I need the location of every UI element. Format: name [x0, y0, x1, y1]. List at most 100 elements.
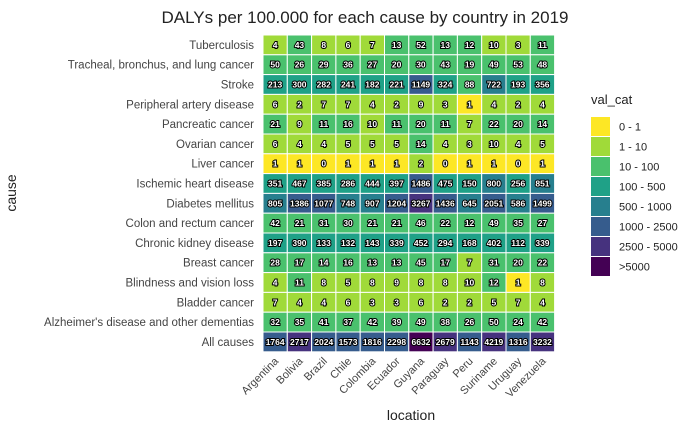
cell-value-label: 132	[341, 238, 355, 248]
cell-value-label: 21	[368, 218, 378, 228]
cell-value-label: 467	[292, 179, 306, 189]
cell-value-label: 20	[392, 60, 402, 70]
cell-value-label: 2	[516, 99, 521, 109]
cell-value-label: 452	[414, 238, 428, 248]
cell-value-label: 10	[489, 40, 499, 50]
cell-value-label: 7	[467, 119, 472, 129]
cell-value-label: 43	[295, 40, 305, 50]
y-tick-label: Tracheal, bronchus, and lung cancer	[68, 60, 254, 72]
cell-value-label: 48	[538, 60, 548, 70]
y-tick-label: All causes	[202, 337, 255, 349]
cell-value-label: 1499	[533, 198, 552, 208]
y-tick-label: Stroke	[221, 80, 254, 92]
cell-value-label: 22	[489, 119, 499, 129]
cell-value-label: 2298	[387, 337, 406, 347]
cell-value-label: 339	[390, 238, 404, 248]
cell-value-label: 475	[438, 179, 452, 189]
cell-value-label: 800	[487, 179, 501, 189]
cell-value-label: 45	[416, 258, 426, 268]
x-tick-label: Bolivia	[274, 355, 306, 387]
cell-value-label: 2717	[290, 337, 309, 347]
cell-value-label: 5	[346, 278, 351, 288]
cell-value-label: 1149	[412, 80, 431, 90]
cell-value-label: 4219	[484, 337, 503, 347]
cell-value-label: 356	[535, 80, 549, 90]
cell-value-label: 9	[297, 119, 302, 129]
cell-value-label: 12	[489, 278, 499, 288]
cell-value-label: 13	[392, 258, 402, 268]
cell-value-label: 182	[365, 80, 379, 90]
cell-value-label: 324	[438, 80, 452, 90]
cell-value-label: 22	[538, 258, 548, 268]
cell-value-label: 5	[491, 297, 496, 307]
cell-value-label: 168	[462, 238, 476, 248]
cell-value-label: 4	[443, 139, 448, 149]
cell-value-label: 1816	[363, 337, 382, 347]
cell-value-label: 20	[513, 258, 523, 268]
cell-value-label: 2024	[314, 337, 333, 347]
legend-swatch	[591, 137, 610, 156]
cell-value-label: 5	[540, 139, 545, 149]
cell-value-label: 1386	[290, 198, 309, 208]
legend-title: val_cat	[591, 92, 633, 107]
legend-swatch	[591, 237, 610, 256]
cell-value-label: 4	[491, 99, 496, 109]
cell-value-label: 7	[273, 297, 278, 307]
cell-value-label: 6	[419, 297, 424, 307]
cell-value-label: 282	[317, 80, 331, 90]
cell-value-label: 4	[321, 139, 326, 149]
cell-value-label: 13	[441, 40, 451, 50]
cell-value-label: 1	[346, 159, 351, 169]
cell-value-label: 11	[441, 119, 450, 129]
cell-value-label: 339	[535, 238, 549, 248]
cell-value-label: 13	[368, 258, 378, 268]
cell-value-label: 7	[346, 99, 351, 109]
cell-value-label: 385	[317, 179, 331, 189]
cell-value-label: 193	[511, 80, 525, 90]
cell-value-label: 5	[370, 139, 375, 149]
cell-value-label: 112	[511, 238, 525, 248]
cell-value-label: 8	[321, 40, 326, 50]
cell-value-label: 14	[319, 258, 329, 268]
cell-value-label: 36	[343, 60, 353, 70]
cell-value-label: 7	[516, 297, 521, 307]
cell-value-label: 42	[538, 317, 548, 327]
cell-value-label: 1143	[460, 337, 479, 347]
cell-value-label: 3232	[533, 337, 552, 347]
cell-value-label: 49	[416, 317, 426, 327]
cell-value-label: 49	[489, 218, 499, 228]
cell-value-label: 12	[465, 218, 475, 228]
cell-value-label: 444	[365, 179, 379, 189]
y-axis-labels: Tuberculosis Tracheal, bronchus, and lung…	[44, 40, 254, 349]
legend-swatch	[591, 257, 610, 276]
legend-label: 500 - 1000	[619, 202, 672, 214]
cell-value-label: 907	[365, 198, 379, 208]
cell-value-label: 1	[467, 159, 472, 169]
cell-value-label: 31	[489, 258, 499, 268]
cell-value-label: 1	[540, 159, 545, 169]
cell-value-label: 2	[419, 159, 424, 169]
cell-value-label: 213	[268, 80, 282, 90]
cell-value-label: 9	[394, 278, 399, 288]
cell-value-label: 402	[487, 238, 501, 248]
cell-value-label: 16	[343, 119, 353, 129]
y-tick-label: Ischemic heart disease	[136, 179, 254, 191]
cell-value-label: 21	[295, 218, 305, 228]
cell-value-label: 53	[513, 60, 523, 70]
y-tick-label: Peripheral artery disease	[126, 99, 254, 111]
cell-value-label: 30	[343, 218, 353, 228]
y-tick-label: Colon and rectum cancer	[126, 218, 255, 230]
cell-value-label: 0	[443, 159, 448, 169]
cell-value-label: 2051	[484, 198, 503, 208]
cell-value-label: 1486	[411, 179, 430, 189]
cell-value-label: 6	[273, 99, 278, 109]
cell-value-label: 1316	[509, 337, 528, 347]
cell-value-label: 10	[465, 278, 475, 288]
cell-value-label: 351	[268, 179, 282, 189]
y-tick-label: Pancreatic cancer	[162, 119, 254, 131]
cell-value-label: 21	[270, 119, 280, 129]
cell-value-label: 256	[511, 179, 525, 189]
cell-value-label: 10	[489, 139, 499, 149]
cell-value-label: 3	[443, 99, 448, 109]
